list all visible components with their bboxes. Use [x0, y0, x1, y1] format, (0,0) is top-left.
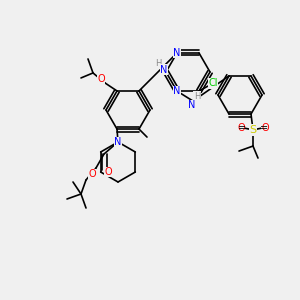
Text: S: S — [249, 125, 256, 135]
Text: O: O — [97, 74, 105, 84]
Text: H: H — [194, 92, 200, 100]
Text: N: N — [114, 137, 122, 147]
Text: N: N — [160, 65, 168, 75]
Text: O: O — [104, 167, 112, 177]
Text: Cl: Cl — [208, 78, 218, 88]
Text: N: N — [173, 86, 181, 96]
Text: =: = — [238, 123, 246, 133]
Text: O: O — [88, 169, 96, 179]
Text: N: N — [173, 48, 181, 58]
Text: =: = — [260, 123, 268, 133]
Text: O: O — [261, 123, 269, 133]
Text: O: O — [237, 123, 245, 133]
Text: H: H — [155, 59, 161, 68]
Text: N: N — [188, 100, 196, 110]
